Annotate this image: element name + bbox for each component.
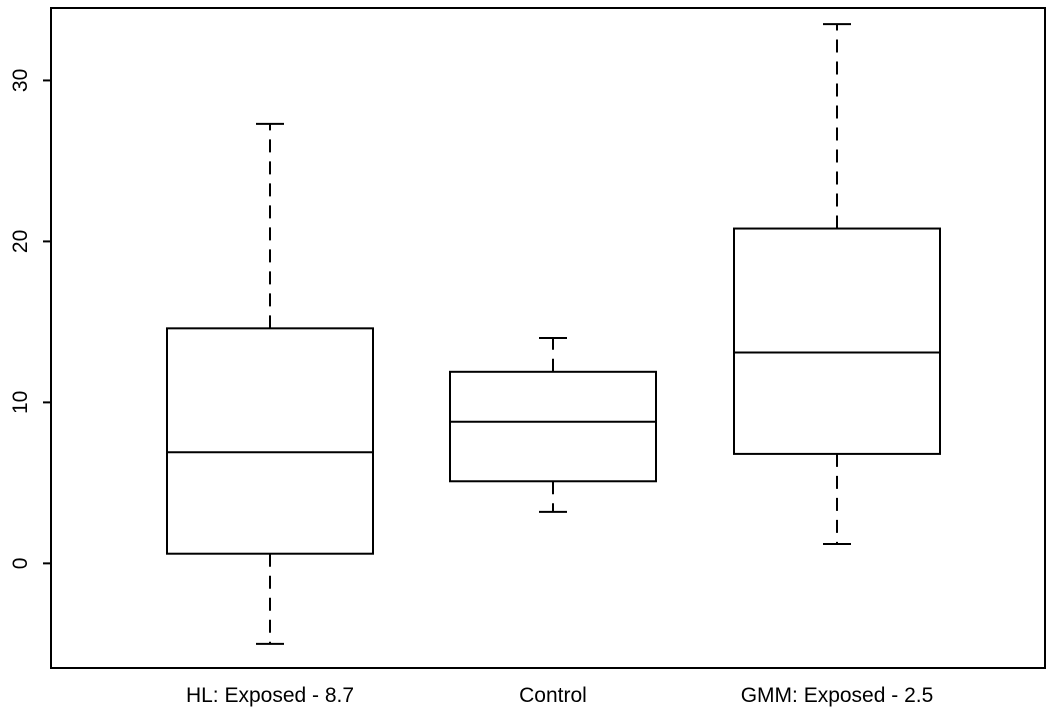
y-axis: 0 10 20 30 — [9, 69, 51, 569]
y-tick-label: 30 — [9, 69, 32, 92]
plot-frame — [50, 7, 1046, 669]
y-tick-label: 10 — [9, 391, 32, 414]
box — [166, 327, 374, 555]
x-category-label: GMM: Exposed - 2.5 — [741, 684, 934, 707]
x-category-label: HL: Exposed - 8.7 — [186, 684, 354, 707]
y-tick-label: 20 — [9, 230, 32, 253]
box-group — [166, 23, 941, 645]
x-category-label: Control — [519, 684, 587, 707]
x-axis-labels: HL: Exposed - 8.7 Control GMM: Exposed - 2… — [186, 684, 933, 707]
box — [449, 370, 657, 483]
box — [733, 227, 941, 455]
y-tick-label: 0 — [9, 558, 32, 570]
